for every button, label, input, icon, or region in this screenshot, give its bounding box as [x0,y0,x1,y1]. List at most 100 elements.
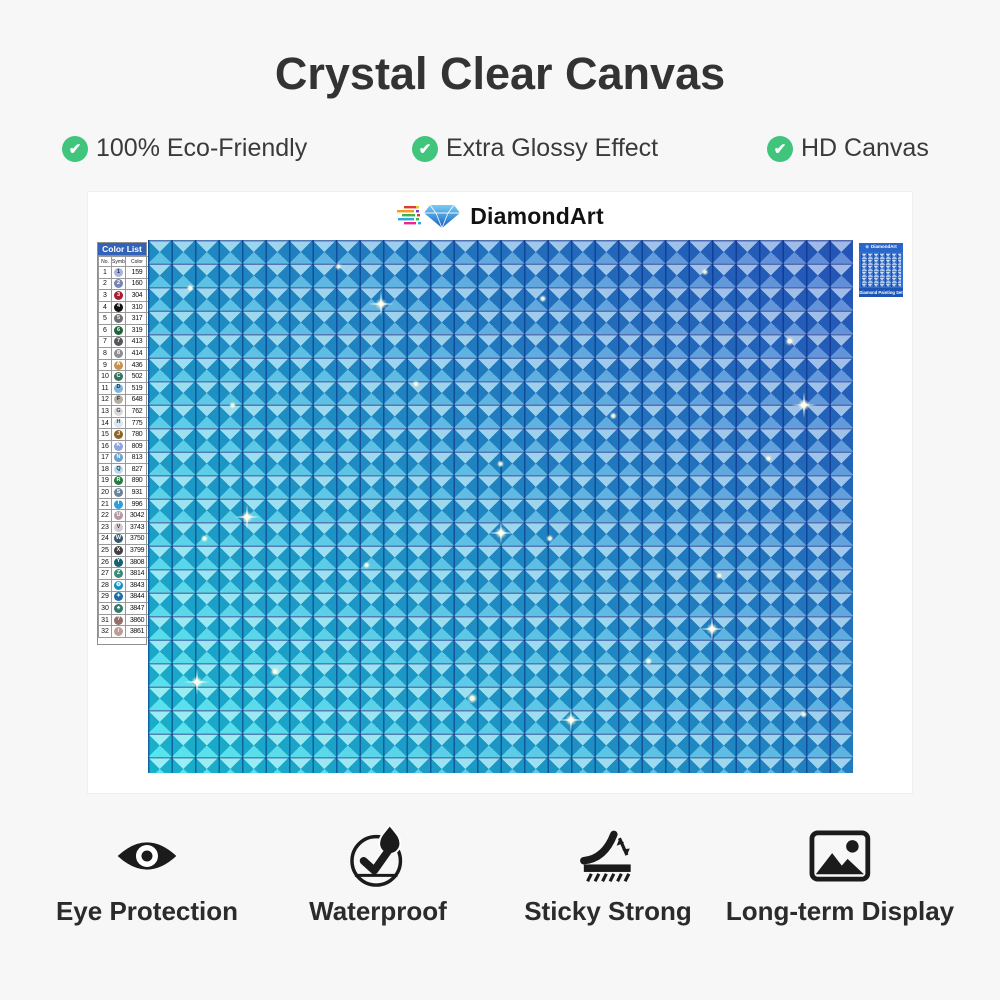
color-symbol-cell: U [111,509,126,523]
color-code: 317 [125,312,149,325]
color-list-row: 15 J 780 [98,428,149,441]
color-code: 304 [125,289,149,302]
color-no: 16 [98,439,112,453]
color-no: 30 [98,602,112,615]
color-code: 3042 [125,509,149,523]
color-no: 31 [98,613,112,627]
symbol-badge: K [114,441,123,451]
bottom-feature-label: Waterproof [309,896,447,926]
symbol-badge: 3 [114,290,123,300]
color-code: 890 [125,474,149,488]
color-symbol-cell: ♣ [111,602,126,615]
feature-glossy-effect: ✔ Extra Glossy Effect [412,134,658,163]
color-list-row: 28 ❂ 3843 [98,579,149,592]
color-code: 3860 [125,613,149,627]
sparkle-icon [184,669,211,696]
bottom-feature-sticky-strong: Sticky Strong [524,822,692,927]
color-list-row: 2 2 160 [98,277,149,291]
symbol-badge: 4 [114,302,123,312]
color-list-row: 20 S 931 [98,486,149,499]
color-no: 26 [98,555,112,569]
sparkle-icon [233,504,260,531]
color-list-row: 7 7 413 [98,335,149,349]
symbol-badge: R [114,476,123,486]
color-no: 8 [98,347,112,360]
color-no: 23 [98,521,112,534]
color-list-row: 11 D 519 [98,381,149,395]
bottom-feature-waterproof: Waterproof [309,822,447,927]
symbol-badge: V [114,522,123,532]
color-symbol-cell: N [111,451,126,465]
color-list-row: 29 ✦ 3844 [98,590,149,604]
symbol-badge: 7 [114,337,123,347]
symbol-badge: N [114,453,123,463]
color-symbol-cell: D [111,381,126,395]
color-no: 10 [98,370,112,383]
color-code: 3799 [125,544,149,557]
color-no: 28 [98,579,112,592]
color-code: 436 [125,358,149,372]
color-list-row: 22 U 3042 [98,509,149,523]
color-list-header: No. Symbol Color [98,256,149,267]
color-code: 319 [125,323,149,337]
check-icon: ✔ [412,135,438,162]
color-list-row: 3 3 304 [98,289,149,302]
symbol-badge: 8 [114,348,123,358]
color-code: 3861 [125,625,149,638]
symbol-badge: X [114,546,123,556]
color-symbol-cell: C [111,370,126,383]
color-symbol-cell: J [111,428,126,441]
color-no: 14 [98,416,112,430]
symbol-badge: ❂ [114,580,123,590]
color-no: 4 [98,300,112,314]
color-symbol-cell: H [111,416,126,430]
feature-label: HD Canvas [801,134,929,162]
color-symbol-cell: 5 [111,312,126,325]
mini-diamond-icon: ◆ [865,244,870,250]
color-no: 24 [98,532,112,546]
color-code: 414 [125,347,149,360]
sparkle-icon [558,706,584,733]
color-list-row: 5 5 317 [98,312,149,325]
symbol-badge: F [114,395,123,405]
corner-label-logo: ◆ DiamondArt [859,243,903,252]
color-no: 27 [98,567,112,581]
page-title: Crystal Clear Canvas [274,48,726,99]
color-list-row: 27 Z 3814 [98,567,149,581]
color-list-row: 4 4 310 [98,300,149,314]
color-symbol-cell: ? [111,613,126,627]
symbol-badge: U [114,511,123,521]
color-no: 13 [98,405,112,418]
color-symbol-cell: Q [111,463,126,476]
color-symbol-cell: 4 [111,300,126,314]
color-no: 25 [98,544,112,557]
color-list-row: 30 ♣ 3847 [98,602,149,615]
diamond-logo-icon [397,204,461,229]
color-list-row: 13 G 762 [98,405,149,418]
corner-label-grid [861,253,901,287]
features-row: ✔ 100% Eco-Friendly ✔ Extra Glossy Effec… [0,134,1000,168]
color-list-row: 10 C 502 [98,370,149,383]
color-symbol-cell: Y [111,555,126,569]
check-icon: ✔ [62,135,88,162]
color-no: 12 [98,393,112,407]
color-code: 3743 [125,521,149,534]
feature-hd-canvas: ✔ HD Canvas [767,134,929,163]
symbol-badge: ♣ [114,604,123,614]
color-code: 931 [125,486,149,499]
color-list-row: 1 1 159 [98,266,149,279]
color-no: 2 [98,277,112,291]
color-symbol-cell: T [111,497,126,511]
color-symbol-cell: X [111,544,126,557]
symbol-badge: C [114,372,123,382]
color-code: 780 [125,428,149,441]
color-symbol-cell: A [111,358,126,372]
color-no: 7 [98,335,112,349]
color-symbol-cell: K [111,439,126,453]
color-symbol-cell: V [111,521,126,534]
color-no: 1 [98,266,112,279]
symbol-badge: G [114,406,123,416]
brand-name: DiamondArt [470,202,604,229]
sticky-strong-icon [578,822,638,890]
